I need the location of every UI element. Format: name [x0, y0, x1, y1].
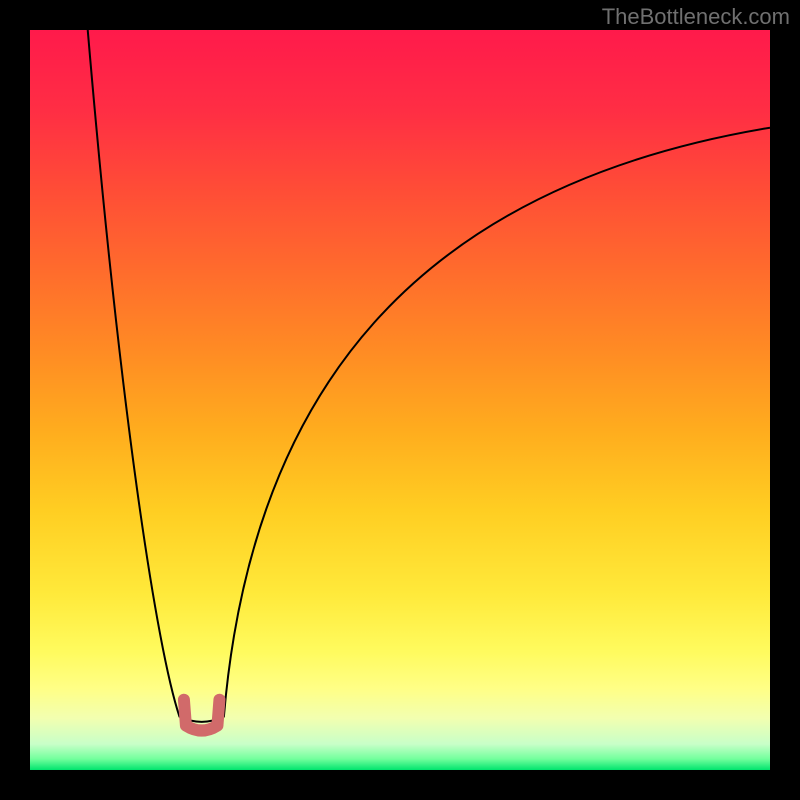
dip-marker [184, 700, 220, 731]
chart-canvas: TheBottleneck.com [0, 0, 800, 800]
bottleneck-curve [30, 30, 770, 770]
plot-area [30, 30, 770, 770]
watermark-text: TheBottleneck.com [602, 4, 790, 30]
curve-path [88, 30, 770, 722]
